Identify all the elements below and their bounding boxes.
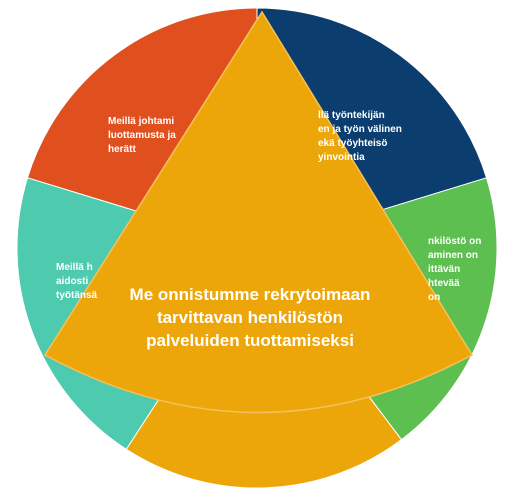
segment-label: en ja työn välinen <box>318 124 402 135</box>
center-label: Me onnistumme rekrytoimaan <box>130 285 371 304</box>
segment-label: herätt <box>108 144 136 155</box>
segment-label: aidosti <box>56 276 88 287</box>
page: {"segments": [ {"lines": ["Meillä johtam… <box>0 0 506 488</box>
segment-label: htevää <box>428 278 460 289</box>
segment-label: työtänsä <box>56 290 98 301</box>
segment-label: ekä työyhteisö <box>318 138 387 149</box>
segment-label: Meillä h <box>56 262 93 273</box>
center-label: tarvittavan henkilöstön <box>157 308 343 327</box>
segment-label: aminen on <box>428 250 478 261</box>
segment-label: ittävän <box>428 264 460 275</box>
segment-label: nkilöstö on <box>428 236 481 247</box>
segment-label: yinvointia <box>318 152 365 163</box>
segment-label: on <box>428 292 440 303</box>
diagram: Meillä johtami luottamusta ja herätt llä ty… <box>0 0 506 488</box>
center-label: palveluiden tuottamiseksi <box>146 331 354 350</box>
segment-label: llä työntekijän <box>318 110 385 121</box>
segment-label: luottamusta ja <box>108 130 176 141</box>
segment-label: Meillä johtami <box>108 116 174 127</box>
